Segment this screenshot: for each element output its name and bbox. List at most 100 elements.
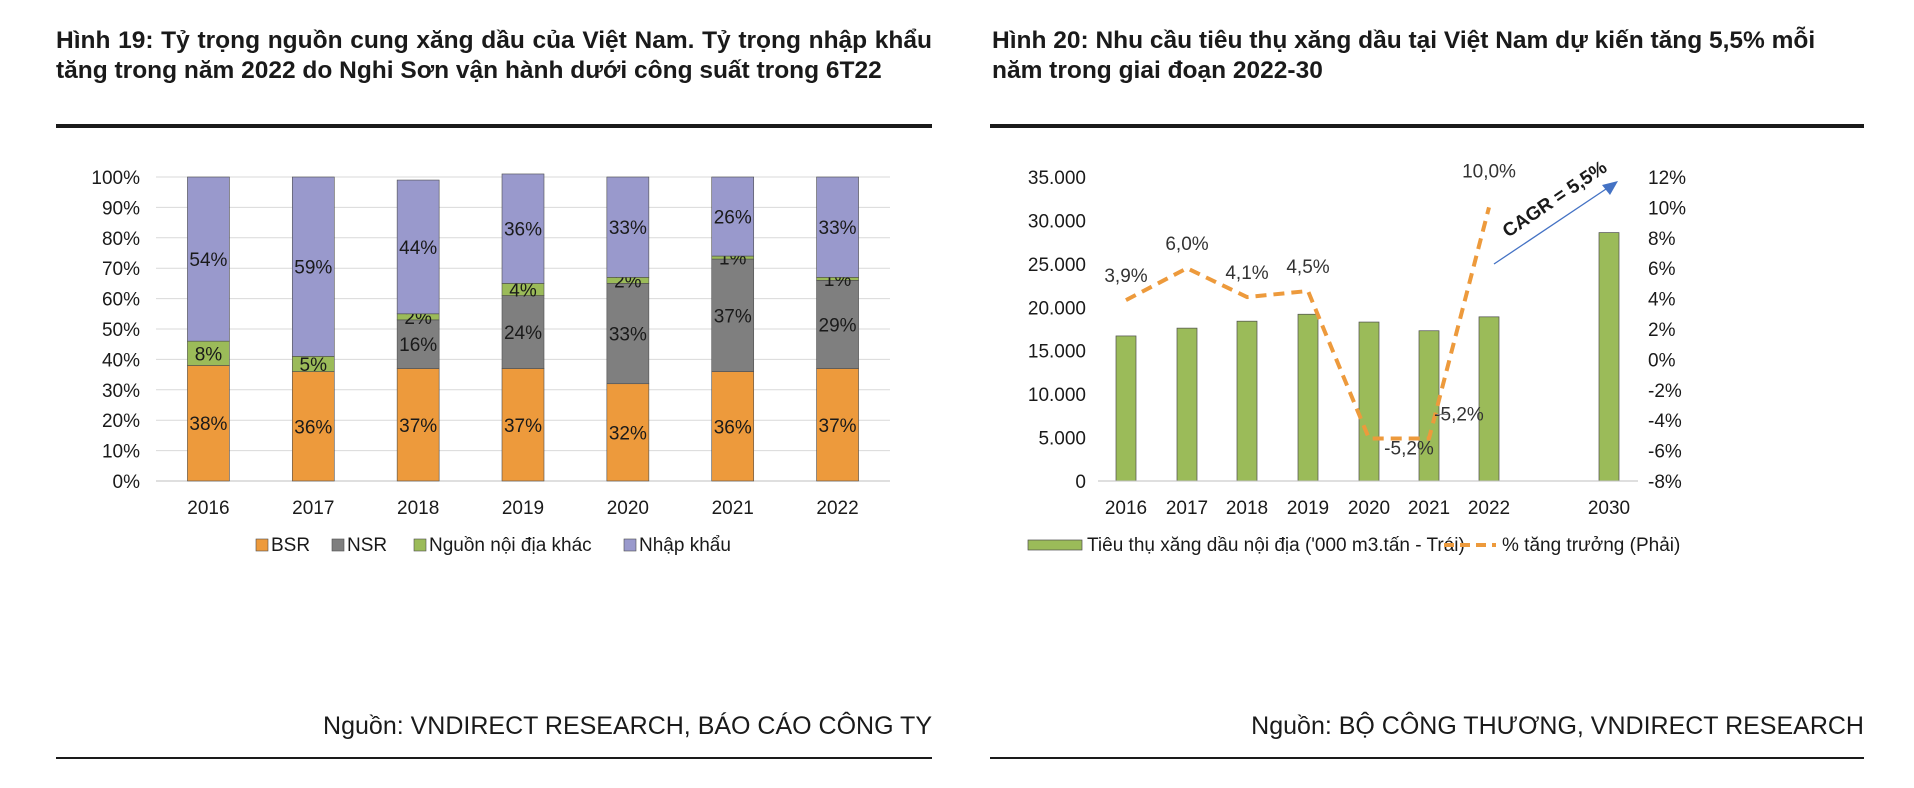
left-bar-data-label: 36% — [714, 417, 752, 438]
right-y-right-tick-label: -2% — [1648, 381, 1682, 402]
right-x-tick-label: 2018 — [1226, 498, 1268, 519]
left-bar-data-label: 38% — [189, 414, 227, 435]
right-source: Nguồn: BỘ CÔNG THƯƠNG, VNDIRECT RESEARCH — [1251, 712, 1864, 740]
left-y-tick-label: 60% — [102, 290, 140, 311]
left-bar-segment — [291, 176, 335, 357]
left-legend-label: BSR — [271, 535, 310, 556]
right-bar — [1176, 327, 1198, 482]
right-y-right-tick-label: -4% — [1648, 411, 1682, 432]
left-bar-data-label: 5% — [300, 355, 328, 376]
right-title-rule — [990, 124, 1864, 128]
left-x-tick-label: 2022 — [816, 498, 858, 519]
left-bar-data-label: 16% — [399, 335, 437, 356]
right-y-right-tick-label: 0% — [1648, 350, 1676, 371]
left-bar-data-label: 36% — [504, 220, 542, 241]
left-legend-swatch — [413, 538, 427, 552]
right-legend-label: % tăng trưởng (Phải) — [1502, 535, 1680, 556]
right-x-tick-label: 2017 — [1166, 498, 1208, 519]
demand-growth-chart: 0 5.000 10.000 15.000 20.000 25.000 30.000 35.0… — [1027, 157, 1686, 556]
right-bar — [1478, 316, 1500, 482]
left-bar-segment — [606, 176, 650, 278]
left-legend-swatch — [331, 538, 345, 552]
left-y-tick-label: 50% — [102, 320, 140, 341]
left-y-tick-label: 80% — [102, 229, 140, 250]
left-x-tick-label: 2021 — [712, 498, 754, 519]
right-growth-data-label: -5,2% — [1384, 438, 1434, 459]
left-bar-data-label: 33% — [609, 218, 647, 239]
left-y-tick-label: 10% — [102, 442, 140, 463]
left-legend-swatch — [255, 538, 269, 552]
left-bar-data-label: 26% — [714, 208, 752, 229]
left-bar-segment — [187, 365, 230, 482]
right-x-tick-label: 2019 — [1287, 498, 1329, 519]
right-y-right-tick-label: 12% — [1648, 168, 1686, 189]
right-growth-data-label: -5,2% — [1434, 404, 1484, 425]
left-bar-segment — [711, 176, 755, 257]
left-x-tick-label: 2020 — [607, 498, 649, 519]
right-y-left-tick-label: 10.000 — [1028, 385, 1086, 406]
right-y-left-tick-label: 30.000 — [1028, 211, 1086, 232]
left-bar-data-label: 37% — [819, 416, 857, 437]
right-bottom-rule — [990, 757, 1864, 759]
right-y-right-tick-label: -8% — [1648, 472, 1682, 493]
left-y-tick-label: 30% — [102, 381, 140, 402]
right-growth-data-label: 4,5% — [1286, 257, 1329, 278]
left-bar-segment — [501, 295, 545, 369]
left-bar-segment — [816, 280, 859, 369]
left-x-tick-label: 2019 — [502, 498, 544, 519]
left-bar-segment — [396, 368, 440, 482]
left-y-tick-label: 100% — [91, 168, 140, 189]
left-bar-data-label: 4% — [509, 280, 537, 301]
right-y-right-tick-label: 2% — [1648, 320, 1676, 341]
right-cagr-arrow-line — [1493, 184, 1613, 265]
left-bar-data-label: 37% — [714, 306, 752, 327]
right-y-right-tick-label: 6% — [1648, 259, 1676, 280]
left-bar-segment — [187, 176, 230, 342]
right-x-tick-label: 2030 — [1588, 498, 1630, 519]
left-bar-data-label: 24% — [504, 323, 542, 344]
left-legend-label: NSR — [347, 535, 387, 556]
left-x-tick-label: 2018 — [397, 498, 439, 519]
left-bar-data-label: 59% — [294, 258, 332, 279]
right-y-left-tick-label: 15.000 — [1028, 342, 1086, 363]
right-x-tick-label: 2016 — [1105, 498, 1147, 519]
right-growth-data-label: 10,0% — [1462, 161, 1516, 182]
left-y-tick-label: 90% — [102, 198, 140, 219]
right-bar — [1115, 335, 1137, 482]
left-legend-label: Nguồn nội địa khác — [429, 535, 592, 556]
left-bar-segment — [396, 179, 440, 315]
left-bar-segment — [606, 383, 650, 482]
right-legend-swatch — [1027, 539, 1083, 551]
left-bar-segment — [501, 173, 545, 284]
left-bar-segment — [711, 258, 755, 372]
left-bar-data-label: 33% — [609, 325, 647, 346]
left-figure-title: Hình 19: Tỷ trọng nguồn cung xăng dầu củ… — [56, 27, 932, 84]
left-x-tick-label: 2017 — [292, 498, 334, 519]
left-bar-data-label: 29% — [819, 315, 857, 336]
left-bar-segment — [501, 368, 545, 482]
left-bar-data-label: 36% — [294, 417, 332, 438]
left-bar-segment — [816, 176, 859, 278]
right-y-left-tick-label: 20.000 — [1028, 298, 1086, 319]
left-bottom-rule — [56, 757, 932, 759]
left-bar-data-label: 54% — [189, 250, 227, 271]
left-title-rule — [56, 124, 932, 128]
right-figure-title: Hình 20: Nhu cầu tiêu thụ xăng dầu tại V… — [992, 27, 1816, 84]
left-bar-segment — [187, 340, 230, 366]
left-source: Nguồn: VNDIRECT RESEARCH, BÁO CÁO CÔNG T… — [323, 712, 932, 740]
left-bar-segment — [606, 283, 650, 385]
right-growth-data-label: 3,9% — [1104, 266, 1147, 287]
right-bar — [1236, 320, 1258, 482]
left-x-tick-label: 2016 — [187, 498, 229, 519]
left-y-tick-label: 40% — [102, 350, 140, 371]
left-bar-data-label: 37% — [504, 416, 542, 437]
right-y-left-tick-label: 0 — [1075, 472, 1086, 493]
right-y-right-tick-label: 10% — [1648, 198, 1686, 219]
right-x-tick-label: 2022 — [1468, 498, 1510, 519]
right-y-left-tick-label: 25.000 — [1028, 255, 1086, 276]
right-growth-data-label: 6,0% — [1165, 234, 1208, 255]
right-growth-data-label: 4,1% — [1225, 263, 1268, 284]
left-legend-label: Nhập khẩu — [639, 535, 731, 556]
left-bar-data-label: 37% — [399, 416, 437, 437]
left-bar-data-label: 33% — [819, 218, 857, 239]
